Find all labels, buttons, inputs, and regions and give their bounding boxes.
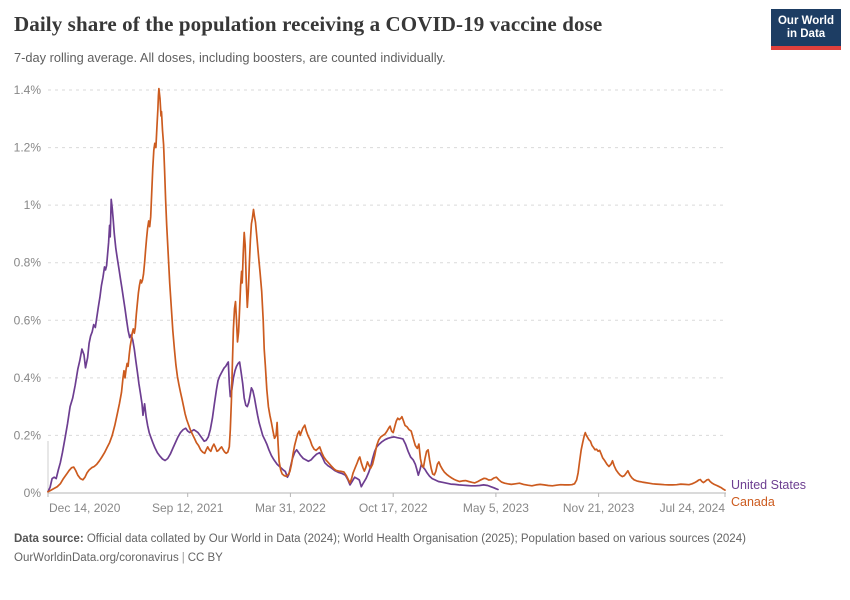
y-tick-label: 0.6% [14,313,42,327]
canada-line [47,87,726,493]
legend-item-canada[interactable]: Canada [731,495,775,509]
y-tick-label: 1% [24,198,42,212]
x-tick-label: Nov 21, 2023 [563,501,635,515]
y-tick-label: 1.2% [14,141,42,155]
chart-subtitle: 7-day rolling average. All doses, includ… [14,50,446,65]
y-tick-label: 0.8% [14,256,42,270]
footer-links: OurWorldinData.org/coronavirus | CC BY [14,550,794,566]
y-tick-label: 0.4% [14,371,42,385]
x-tick-label: Mar 31, 2022 [255,501,326,515]
chart-footer: Data source: Official data collated by O… [14,531,794,566]
plot-area[interactable]: 0% 0.2% 0.4% 0.6% 0.8% 1% 1.2% 1.4% Dec 14, 2020… [0,0,850,530]
x-tick-label: Oct 17, 2022 [359,501,428,515]
footer-divider: | [181,552,185,564]
united-states-line [47,198,499,493]
data-source-note: Data source: Official data collated by O… [14,531,794,547]
y-tick-label: 0.2% [14,428,42,442]
page-title: Daily share of the population receiving … [14,12,603,36]
data-source-label: Data source: [14,533,84,545]
data-source-text: Official data collated by Our World in D… [83,533,746,545]
chart-legend: United States Canada [731,477,806,511]
x-tick-label: Sep 12, 2021 [152,501,224,515]
owid-logo-text: Our World in Data [777,15,834,40]
y-tick-label: 0% [24,486,42,500]
owid-logo-accent-strip [771,46,841,50]
owid-logo[interactable]: Our World in Data [771,9,841,50]
x-tick-label: Jul 24, 2024 [660,501,726,515]
owid-url-link[interactable]: OurWorldinData.org/coronavirus [14,552,179,564]
license-label[interactable]: CC BY [187,552,223,564]
x-tick-label: Dec 14, 2020 [49,501,121,515]
legend-item-united-states[interactable]: United States [731,478,807,492]
x-tick-label: May 5, 2023 [463,501,529,515]
y-tick-label: 1.4% [14,83,42,97]
